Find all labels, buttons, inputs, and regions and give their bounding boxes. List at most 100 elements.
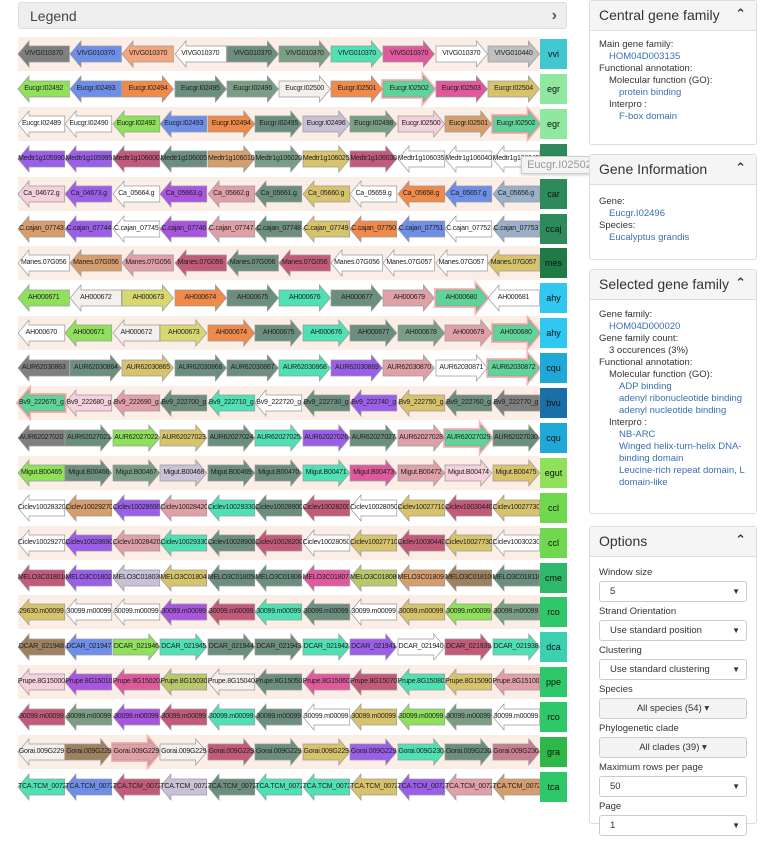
gene-arrow[interactable]: Eucgr.I02495 <box>174 74 227 103</box>
gene-arrow[interactable]: C.cajan_07747 <box>207 214 255 243</box>
gene-arrow[interactable]: Eucgr.I02504 <box>487 74 540 103</box>
species-badge[interactable]: egr <box>540 73 567 104</box>
gene-arrow[interactable]: AUR62030868 <box>278 354 331 383</box>
gene-arrow[interactable]: AUR62027026 <box>302 423 350 452</box>
gene-arrow[interactable]: AH000680 <box>433 279 490 317</box>
gene-arrow[interactable]: 30099.m00099 <box>302 598 350 627</box>
gene-arrow[interactable]: TCA.TCM_00725 <box>444 772 493 801</box>
gene-arrow[interactable]: Manes.07G056 <box>226 249 279 278</box>
gene-arrow[interactable]: AH000671 <box>64 319 113 348</box>
interpro-link[interactable]: F-box domain <box>619 111 678 122</box>
gene-arrow[interactable]: 30099.m00099 <box>302 703 350 732</box>
go-term-link[interactable]: ADP binding <box>619 381 672 392</box>
gene-arrow[interactable]: Migut.B00475 <box>492 458 540 487</box>
gene-arrow[interactable]: Prupe.8G150000 <box>17 668 66 697</box>
gene-arrow[interactable]: AUR62030865 <box>122 354 175 383</box>
gene-arrow[interactable]: Eucgr.I02492 <box>112 109 160 138</box>
gene-arrow[interactable]: Ciclev10029330 <box>207 493 255 522</box>
gene-arrow[interactable]: TCA.TCM_00725 <box>207 772 255 801</box>
gene-arrow[interactable]: C.cajan_07749 <box>302 214 350 243</box>
species-badge[interactable]: cme <box>540 562 567 593</box>
gene-arrow[interactable]: Medtr1g106035 <box>397 144 445 173</box>
gene-arrow[interactable]: 30099.m00099 <box>17 703 66 732</box>
interpro-link[interactable]: Winged helix-turn-helix DNA-binding doma… <box>619 441 742 464</box>
max-rows-select[interactable]: 50 ▼ <box>599 776 747 797</box>
clade-dropdown-button[interactable]: All clades (39) ▾ <box>599 737 747 758</box>
gene-arrow[interactable]: AUR62027025 <box>254 423 303 452</box>
gene-arrow[interactable]: 30099.m00099 <box>159 598 208 627</box>
species-badge[interactable]: mes <box>540 248 567 279</box>
gene-arrow[interactable]: Eucgr.I02489 <box>17 109 66 138</box>
gene-arrow[interactable]: Medtr1g106020 <box>254 144 303 173</box>
gene-arrow[interactable]: C.cajan_07750 <box>349 214 398 243</box>
gene-arrow[interactable]: Ca_05662.g <box>207 179 255 208</box>
gene-arrow[interactable]: AUR62030863 <box>17 354 70 383</box>
gene-arrow[interactable]: Eucgr.I02498 <box>349 109 398 138</box>
gene-arrow[interactable]: C.cajan_07751 <box>397 214 445 243</box>
chevron-right-icon[interactable]: › <box>551 7 557 24</box>
gene-arrow[interactable]: AUR62027027 <box>349 423 398 452</box>
gene-arrow[interactable]: Migut.B00472 <box>397 458 445 487</box>
gene-arrow[interactable]: AUR62030871 <box>435 354 488 383</box>
gene-arrow[interactable]: MELO3C018020 <box>64 563 113 592</box>
gene-arrow[interactable]: AH000679 <box>444 319 493 348</box>
species-badge[interactable]: bvu <box>540 388 567 418</box>
go-term-link[interactable]: protein binding <box>619 87 682 98</box>
gene-arrow[interactable]: Ciclev10029330 <box>159 528 208 557</box>
gene-arrow[interactable]: VIVG010370 <box>17 40 70 68</box>
gene-arrow[interactable]: AUR62030869 <box>330 354 384 383</box>
gene-arrow[interactable]: AUR62030867 <box>226 354 279 383</box>
gene-arrow[interactable]: Prupe.8G151000 <box>492 668 540 697</box>
gene-arrow[interactable]: Medtr1g105995 <box>64 144 113 173</box>
gene-arrow[interactable]: VIVG010370 <box>383 40 436 68</box>
gene-arrow[interactable]: Ciclev10028900 <box>254 493 303 522</box>
gene-arrow[interactable]: MELO3C018030 <box>112 563 160 592</box>
panel-header[interactable]: Central gene family ⌃ <box>590 1 756 31</box>
gene-arrow[interactable]: Ca_05664.g <box>112 179 160 208</box>
gene-arrow[interactable]: Medtr1g106025 <box>302 144 350 173</box>
gene-arrow[interactable]: VIVG010440 <box>487 40 540 68</box>
gene-arrow[interactable]: Ciclev10028690 <box>64 528 113 557</box>
gene-arrow[interactable]: Ca_04672.g <box>17 179 66 208</box>
gene-arrow[interactable]: Medtr1g106000 <box>112 144 160 173</box>
gene-arrow[interactable]: DCAR_021947 <box>64 633 113 662</box>
gene-arrow[interactable]: Medtr1g106030 <box>349 144 398 173</box>
legend-toggle[interactable]: Legend › <box>18 2 567 29</box>
gene-arrow[interactable]: Ciclev10028420 <box>159 493 208 522</box>
gene-arrow[interactable]: Prupe.8G150100 <box>64 668 113 697</box>
gene-arrow[interactable]: DCAR_021941 <box>349 633 398 662</box>
gene-arrow[interactable]: Eucgr.I02502 <box>490 105 542 143</box>
gene-arrow[interactable]: 30099.m00099 <box>444 703 493 732</box>
gene-arrow[interactable]: C.cajan_07752 <box>444 214 493 243</box>
gene-arrow[interactable]: Ca_05657.g <box>444 179 493 208</box>
gene-arrow[interactable]: Gorai.009G229 <box>207 738 256 766</box>
species-badge[interactable]: ahy <box>540 318 567 349</box>
gene-arrow[interactable]: Manes.07G057 <box>382 249 436 278</box>
gene-arrow[interactable]: VIVG010370 <box>226 40 279 68</box>
gene-arrow[interactable]: AUR62027024 <box>207 423 256 452</box>
gene-arrow[interactable]: Gorai.009G229 <box>254 738 303 766</box>
gene-arrow[interactable]: C.cajan_07753 <box>492 214 540 243</box>
gene-arrow[interactable]: Bv9_222750_g <box>397 389 445 417</box>
gene-arrow[interactable]: Ca_05656.g <box>492 179 540 208</box>
gene-arrow[interactable]: Migut.B00470 <box>254 458 303 487</box>
gene-arrow[interactable]: Ciclev10029270 <box>64 493 113 522</box>
chevron-up-icon[interactable]: ⌃ <box>735 275 746 290</box>
clustering-select[interactable]: Use standard clustering ▼ <box>599 659 747 680</box>
gene-arrow[interactable]: AUR62030864 <box>69 354 123 383</box>
gene-arrow[interactable]: Gorai.009G229 <box>302 738 350 766</box>
species-badge[interactable]: ccl <box>540 492 567 523</box>
gene-arrow[interactable]: Ciclev10028420 <box>112 528 160 557</box>
gene-arrow[interactable]: Ca_04673.g <box>64 179 113 208</box>
gene-arrow[interactable]: AH000679 <box>383 284 436 313</box>
gene-arrow[interactable]: Gorai.009G230 <box>492 738 540 766</box>
gene-arrow[interactable]: Manes.07G056 <box>69 249 122 278</box>
gene-arrow[interactable]: Ciclev10028050 <box>302 528 350 557</box>
panel-header[interactable]: Selected gene family ⌃ <box>590 270 756 300</box>
gene-arrow[interactable]: Gorai.009G229 <box>160 738 208 766</box>
gene-arrow[interactable]: DCAR_021940 <box>397 633 445 662</box>
gene-arrow[interactable]: Medtr1g105990 <box>17 144 66 173</box>
species-badge[interactable]: tca <box>540 771 567 802</box>
gene-arrow[interactable]: 30099.m00099 <box>254 703 303 732</box>
gene-arrow[interactable]: 29630.m00099 <box>17 598 66 627</box>
